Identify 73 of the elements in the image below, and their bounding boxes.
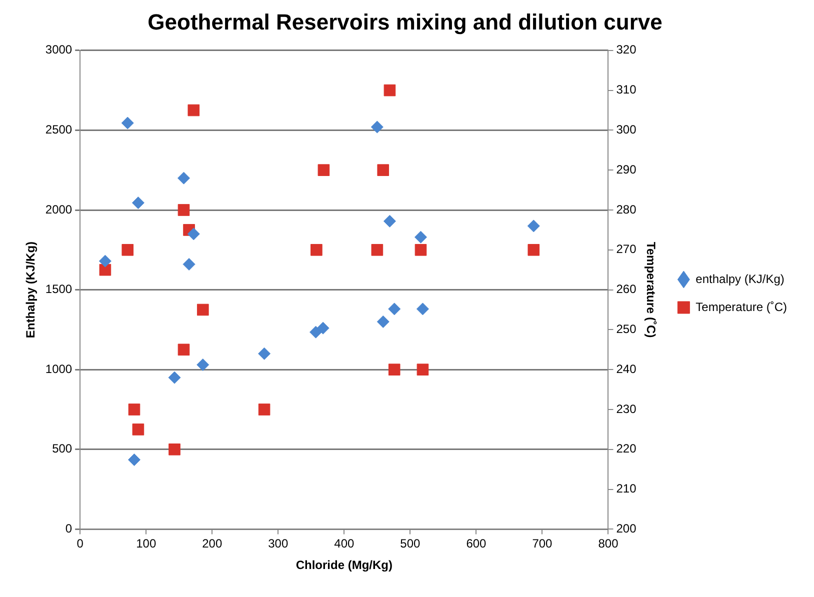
point	[318, 164, 330, 176]
y-tick-label: 2000	[45, 202, 72, 216]
point	[98, 254, 112, 268]
point	[182, 258, 196, 271]
point	[132, 196, 144, 210]
point	[388, 364, 400, 376]
point	[178, 344, 190, 356]
point	[128, 454, 140, 466]
point	[196, 304, 209, 316]
point	[384, 84, 396, 96]
point	[310, 326, 322, 338]
point	[128, 404, 140, 416]
y-tick-label: 0	[65, 522, 72, 536]
point	[316, 322, 330, 334]
point	[132, 424, 144, 436]
x-tick-label: 300	[268, 536, 288, 551]
y-tick-label: 500	[52, 442, 72, 456]
point	[121, 116, 134, 130]
x-tick-label: 100	[136, 536, 156, 551]
y-tick-label: 1000	[45, 362, 72, 376]
y2-tick-label: 260	[616, 282, 637, 296]
legend-label: Temperature (˚C)	[696, 300, 788, 314]
x-tick-label: 400	[334, 536, 354, 551]
point	[122, 244, 134, 256]
point	[258, 404, 270, 416]
x-tick-label: 600	[466, 536, 487, 551]
point	[178, 204, 190, 216]
point	[168, 371, 181, 384]
point	[377, 164, 390, 176]
point	[388, 302, 401, 316]
point	[371, 244, 384, 256]
point	[99, 264, 112, 276]
y-tick-label: 3000	[45, 42, 72, 57]
point	[528, 244, 540, 256]
point	[168, 443, 180, 456]
legend-label: enthalpy (KJ/Kg)	[696, 272, 784, 286]
y-axis-title: Enthalpy (KJ/Kg)	[24, 241, 38, 338]
y2-tick-label: 270	[616, 242, 637, 256]
y2-tick-label: 280	[616, 202, 637, 216]
point	[416, 302, 429, 316]
point	[416, 364, 429, 376]
point	[414, 244, 427, 256]
y2-tick-label: 310	[616, 82, 637, 97]
chart-title: Geothermal Reservoirs mixing and dilution curve	[148, 9, 662, 34]
point	[414, 230, 427, 244]
y2-tick-label: 250	[616, 322, 637, 336]
point	[376, 315, 390, 328]
y2-tick-label: 200	[616, 522, 637, 536]
x-axis-title: Chloride (Mg/Kg)	[296, 558, 392, 572]
point	[187, 228, 200, 240]
y2-tick-label: 320	[616, 42, 637, 57]
y2-tick-label: 220	[616, 442, 637, 456]
x-tick-label: 200	[202, 536, 222, 551]
point	[258, 347, 271, 360]
y2-tick-label: 240	[616, 362, 637, 376]
y2-tick-label: 300	[616, 122, 637, 137]
point	[196, 358, 210, 372]
x-tick-label: 500	[400, 536, 421, 551]
point	[177, 172, 190, 184]
y-tick-label: 2500	[45, 122, 72, 137]
x-tick-label: 0	[76, 536, 84, 551]
point	[188, 104, 200, 116]
y2-axis-title: Temperature (˚C)	[644, 242, 658, 338]
point	[527, 220, 540, 232]
x-tick-label: 700	[532, 536, 553, 551]
x-tick-label: 800	[598, 536, 619, 551]
point	[383, 214, 396, 228]
point	[370, 120, 384, 134]
y2-tick-label: 230	[616, 402, 637, 416]
y2-tick-label: 290	[616, 162, 637, 176]
point	[310, 244, 322, 256]
y2-tick-label: 210	[616, 482, 637, 496]
y-tick-label: 1500	[45, 282, 72, 296]
